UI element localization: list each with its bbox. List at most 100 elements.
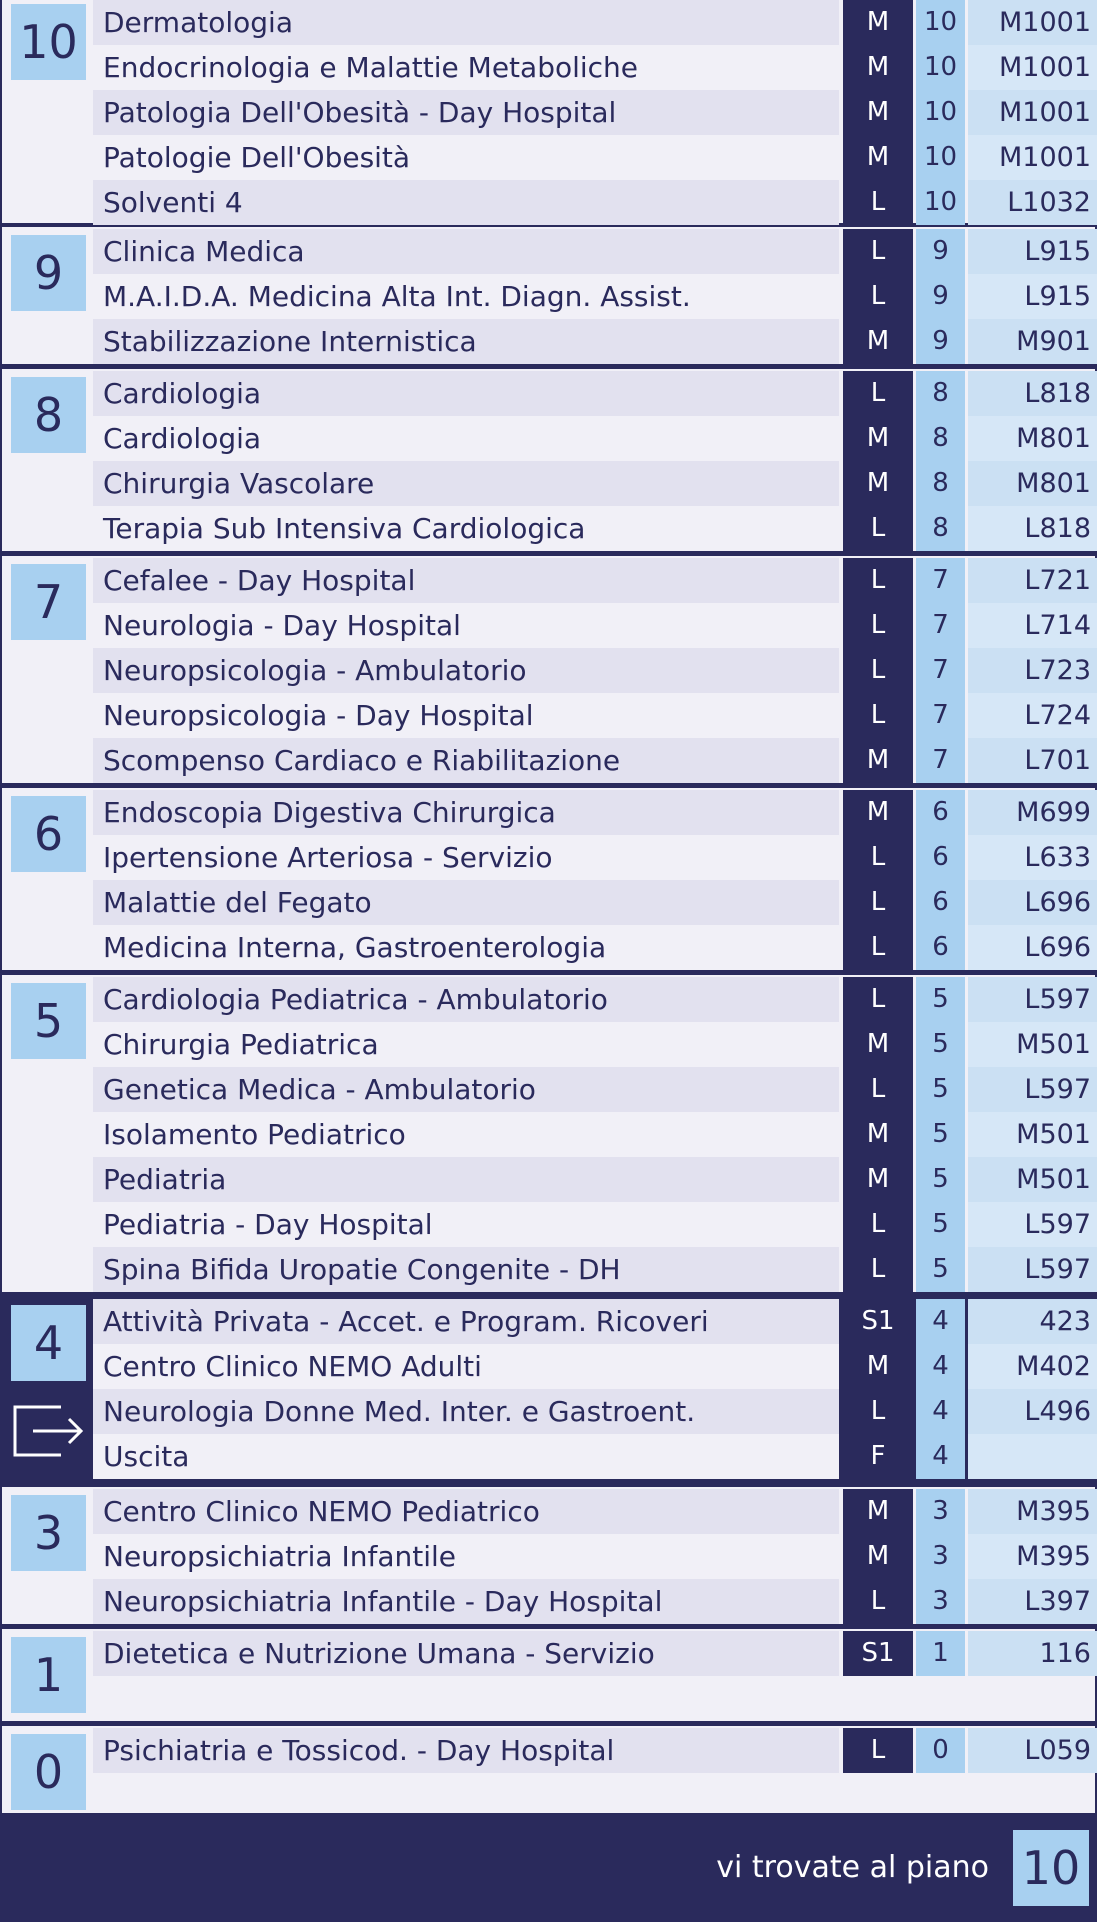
wing-code: L — [843, 1202, 913, 1247]
department-name: Isolamento Pediatrico — [103, 1118, 406, 1151]
wing-code: M — [843, 45, 913, 90]
room-code: L597 — [968, 1067, 1097, 1112]
department-name: Dietetica e Nutrizione Umana - Servizio — [103, 1637, 655, 1670]
floor-code: 7 — [916, 693, 965, 738]
floor-code: 5 — [916, 1247, 965, 1292]
department-cell: Centro Clinico NEMO Pediatrico — [93, 1489, 839, 1534]
room-code: L597 — [968, 1247, 1097, 1292]
department-name: Stabilizzazione Internistica — [103, 325, 477, 358]
floor-section-9: 9 Clinica Medica L 9 L915 M.A.I.D.A. Medicina… — [0, 227, 1097, 364]
room-code: M1001 — [968, 45, 1097, 90]
department-name: Spina Bifida Uropatie Congenite - DH — [103, 1253, 621, 1286]
department-row: Centro Clinico NEMO Pediatrico M 3 M395 — [93, 1489, 1097, 1534]
room-code: M1001 — [968, 90, 1097, 135]
department-name: Neurologia - Day Hospital — [103, 609, 461, 642]
department-name: Centro Clinico NEMO Adulti — [103, 1350, 482, 1383]
floor-code: 5 — [916, 1157, 965, 1202]
department-name: Solventi 4 — [103, 186, 243, 219]
department-row: Psichiatria e Tossicod. - Day Hospital L 0… — [93, 1728, 1097, 1773]
department-cell: Medicina Interna, Gastroenterologia — [93, 925, 839, 970]
wing-code: L — [843, 693, 913, 738]
department-cell: Malattie del Fegato — [93, 880, 839, 925]
wing-code: L — [843, 180, 913, 225]
wing-code: M — [843, 1489, 913, 1534]
department-name: M.A.I.D.A. Medicina Alta Int. Diagn. Ass… — [103, 280, 691, 313]
room-code: L696 — [968, 880, 1097, 925]
floor-code: 10 — [916, 135, 965, 180]
room-code: M801 — [968, 416, 1097, 461]
department-name: Chirurgia Pediatrica — [103, 1028, 379, 1061]
floor-code: 9 — [916, 274, 965, 319]
floor-code: 10 — [916, 180, 965, 225]
department-row: Neurologia - Day Hospital L 7 L714 — [93, 603, 1097, 648]
department-cell: Genetica Medica - Ambulatorio — [93, 1067, 839, 1112]
floor-code: 8 — [916, 461, 965, 506]
department-cell: Dietetica e Nutrizione Umana - Servizio — [93, 1631, 839, 1676]
floor-code: 3 — [916, 1489, 965, 1534]
wing-code: L — [843, 1579, 913, 1624]
floor-code: 6 — [916, 835, 965, 880]
floor-section-6: 6 Endoscopia Digestiva Chirurgica M 6 M699 Ip… — [0, 788, 1097, 970]
department-name: Dermatologia — [103, 6, 293, 39]
department-row: M.A.I.D.A. Medicina Alta Int. Diagn. Ass… — [93, 274, 1097, 319]
room-code: L597 — [968, 977, 1097, 1022]
exit-arrow-icon — [11, 1399, 87, 1463]
floor-code: 10 — [916, 90, 965, 135]
department-cell: Neuropsichiatria Infantile — [93, 1534, 839, 1579]
wing-code: M — [843, 738, 913, 783]
department-row: Pediatria - Day Hospital L 5 L597 — [93, 1202, 1097, 1247]
floor-number: 4 — [11, 1305, 86, 1381]
floor-code: 7 — [916, 738, 965, 783]
department-cell: Cardiologia — [93, 371, 839, 416]
room-code: M501 — [968, 1157, 1097, 1202]
room-code: L724 — [968, 693, 1097, 738]
floor-code: 5 — [916, 977, 965, 1022]
floor-section-3: 3 Centro Clinico NEMO Pediatrico M 3 M395 Neu… — [0, 1487, 1097, 1624]
department-name: Uscita — [103, 1440, 190, 1473]
wing-code: L — [843, 506, 913, 551]
department-cell: Dermatologia — [93, 0, 839, 45]
department-cell: Pediatria - Day Hospital — [93, 1202, 839, 1247]
department-cell: Cefalee - Day Hospital — [93, 558, 839, 603]
department-row: Uscita F 4 — [93, 1434, 1097, 1479]
floor-code: 3 — [916, 1534, 965, 1579]
department-row: Genetica Medica - Ambulatorio L 5 L597 — [93, 1067, 1097, 1112]
department-cell: Stabilizzazione Internistica — [93, 319, 839, 364]
floor-code: 5 — [916, 1112, 965, 1157]
wing-code: L — [843, 229, 913, 274]
department-cell: Patologia Dell'Obesità - Day Hospital — [93, 90, 839, 135]
department-cell: Endoscopia Digestiva Chirurgica — [93, 790, 839, 835]
department-name: Cardiologia — [103, 422, 262, 455]
department-cell: Scompenso Cardiaco e Riabilitazione — [93, 738, 839, 783]
department-cell: Psichiatria e Tossicod. - Day Hospital — [93, 1728, 839, 1773]
floor-code: 3 — [916, 1579, 965, 1624]
department-name: Psichiatria e Tossicod. - Day Hospital — [103, 1734, 615, 1767]
room-code: L696 — [968, 925, 1097, 970]
department-row: Clinica Medica L 9 L915 — [93, 229, 1097, 274]
department-row: Patologia Dell'Obesità - Day Hospital M 10… — [93, 90, 1097, 135]
department-name: Pediatria - Day Hospital — [103, 1208, 433, 1241]
floor-code: 0 — [916, 1728, 965, 1773]
floor-code: 6 — [916, 925, 965, 970]
department-cell: Cardiologia Pediatrica - Ambulatorio — [93, 977, 839, 1022]
department-cell: Neuropsicologia - Ambulatorio — [93, 648, 839, 693]
floor-section-10: 10 Dermatologia M 10 M1001 Endocrinologia e M… — [0, 0, 1097, 225]
wing-code: S1 — [843, 1631, 913, 1676]
room-code: 116 — [968, 1631, 1097, 1676]
room-code: M395 — [968, 1489, 1097, 1534]
wing-code: L — [843, 977, 913, 1022]
room-code: M501 — [968, 1022, 1097, 1067]
room-code: L818 — [968, 506, 1097, 551]
department-name: Neuropsicologia - Ambulatorio — [103, 654, 527, 687]
wing-code: M — [843, 319, 913, 364]
department-name: Centro Clinico NEMO Pediatrico — [103, 1495, 540, 1528]
department-row: Medicina Interna, Gastroenterologia L 6 L69… — [93, 925, 1097, 970]
department-name: Genetica Medica - Ambulatorio — [103, 1073, 536, 1106]
wing-code: L — [843, 1247, 913, 1292]
department-row: Stabilizzazione Internistica M 9 M901 — [93, 319, 1097, 364]
room-code: M801 — [968, 461, 1097, 506]
department-cell: Neurologia Donne Med. Inter. e Gastroent… — [93, 1389, 839, 1434]
department-row: Neuropsichiatria Infantile M 3 M395 — [93, 1534, 1097, 1579]
floor-number: 1 — [11, 1637, 86, 1713]
department-name: Cardiologia — [103, 377, 262, 410]
